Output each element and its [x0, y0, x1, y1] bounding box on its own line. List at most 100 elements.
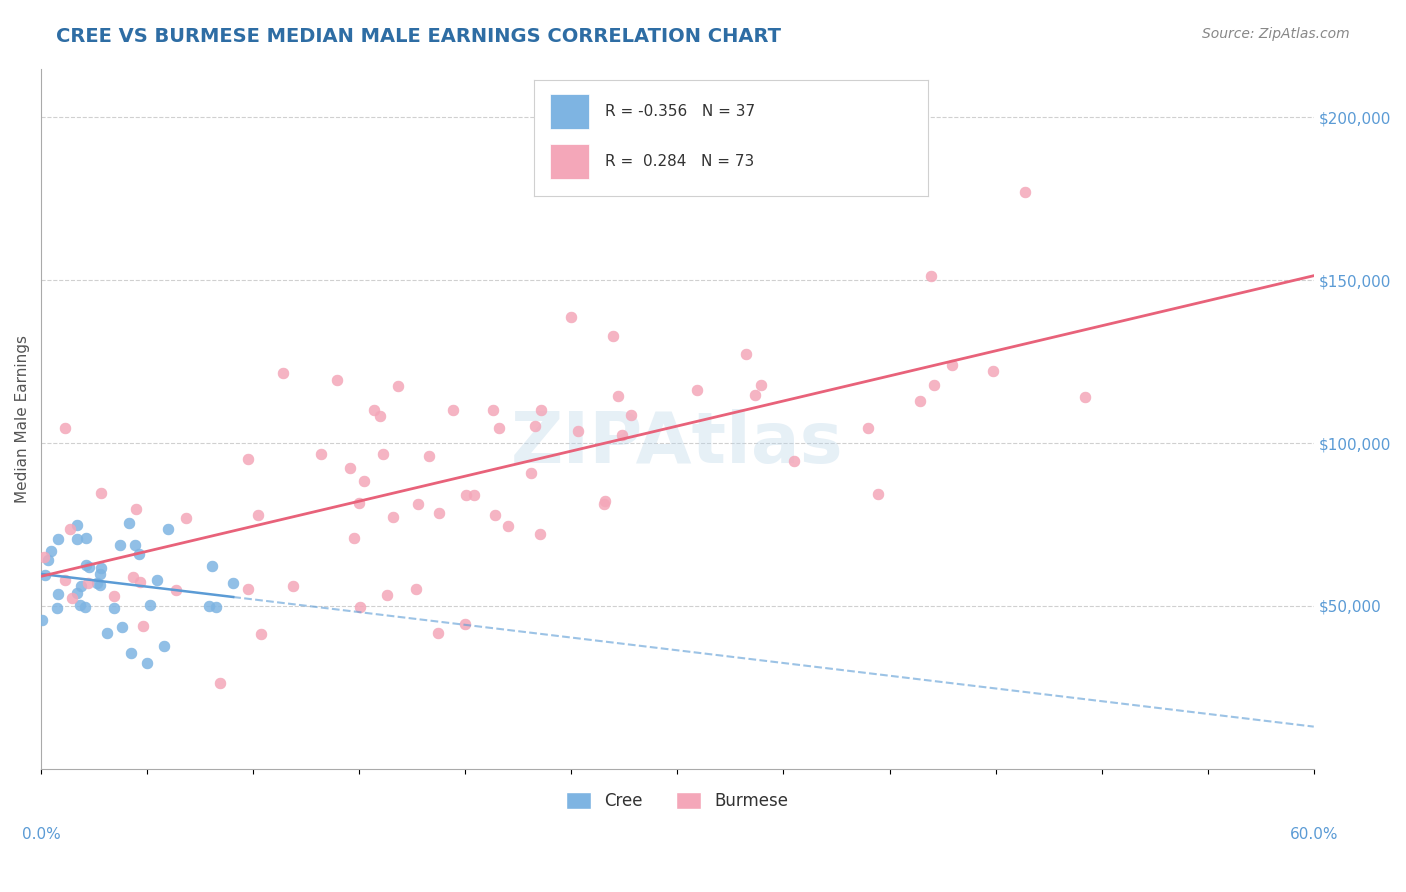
Point: [124, 538, 146, 552]
Text: CREE VS BURMESE MEDIAN MALE EARNINGS CORRELATION CHART: CREE VS BURMESE MEDIAN MALE EARNINGS COR…: [56, 27, 782, 45]
Point: [153, 640, 176, 654]
Point: [858, 421, 880, 435]
Point: [610, 428, 633, 442]
Point: [31, 613, 53, 627]
Point: [363, 402, 385, 417]
Point: [117, 516, 139, 530]
Point: [353, 474, 375, 488]
Point: [981, 364, 1004, 378]
Point: [326, 373, 349, 387]
Point: [1074, 390, 1097, 404]
Point: [236, 452, 259, 467]
Point: [75, 558, 97, 573]
Point: [103, 590, 125, 604]
Point: [120, 646, 142, 660]
Point: [454, 487, 477, 501]
Point: [90, 561, 112, 575]
Point: [281, 579, 304, 593]
Point: [406, 497, 429, 511]
Point: [523, 419, 546, 434]
Point: [145, 573, 167, 587]
Point: [519, 466, 541, 480]
Point: [910, 394, 932, 409]
Point: [60, 591, 83, 605]
Point: [111, 619, 134, 633]
Point: [222, 575, 245, 590]
Point: [89, 578, 111, 592]
Text: R = -0.356   N = 37: R = -0.356 N = 37: [605, 104, 755, 120]
Point: [371, 447, 394, 461]
Point: [75, 531, 97, 545]
Text: 60.0%: 60.0%: [1289, 828, 1339, 842]
Point: [125, 502, 148, 516]
Point: [69, 578, 91, 592]
Point: [205, 599, 228, 614]
Point: [368, 409, 391, 424]
Point: [488, 421, 510, 435]
Point: [236, 582, 259, 597]
Point: [136, 656, 159, 670]
Point: [418, 449, 440, 463]
Point: [382, 509, 405, 524]
Point: [59, 522, 82, 536]
Point: [75, 599, 97, 614]
FancyBboxPatch shape: [550, 95, 589, 129]
Point: [249, 627, 271, 641]
Point: [45, 601, 67, 615]
Point: [377, 588, 399, 602]
Point: [201, 558, 224, 573]
Point: [69, 598, 91, 612]
Point: [426, 626, 449, 640]
Point: [941, 358, 963, 372]
Point: [309, 447, 332, 461]
Point: [34, 568, 56, 582]
Point: [592, 497, 614, 511]
Point: [66, 586, 89, 600]
Point: [602, 328, 624, 343]
Text: Source: ZipAtlas.com: Source: ZipAtlas.com: [1202, 27, 1350, 41]
Point: [271, 366, 294, 380]
Point: [749, 377, 772, 392]
Point: [342, 531, 364, 545]
Point: [735, 347, 758, 361]
Point: [339, 461, 361, 475]
Point: [405, 582, 427, 596]
Text: 0.0%: 0.0%: [21, 828, 60, 842]
Text: R =  0.284   N = 73: R = 0.284 N = 73: [605, 154, 755, 169]
Point: [66, 517, 89, 532]
Point: [156, 522, 179, 536]
Point: [89, 566, 111, 581]
Point: [921, 268, 943, 283]
Point: [530, 403, 553, 417]
Point: [463, 487, 485, 501]
Point: [620, 408, 643, 422]
Point: [90, 485, 112, 500]
Point: [1014, 185, 1036, 199]
Point: [77, 559, 100, 574]
Point: [496, 519, 519, 533]
Point: [96, 626, 118, 640]
Point: [868, 487, 890, 501]
Point: [922, 378, 945, 392]
Point: [53, 421, 76, 435]
Point: [66, 532, 89, 546]
Point: [686, 383, 709, 397]
Point: [246, 508, 269, 523]
Point: [128, 547, 150, 561]
Point: [482, 403, 505, 417]
Point: [484, 508, 506, 523]
Point: [783, 454, 806, 468]
Point: [34, 550, 56, 565]
Point: [454, 616, 477, 631]
Point: [53, 574, 76, 588]
FancyBboxPatch shape: [550, 144, 589, 178]
Point: [347, 496, 370, 510]
Point: [560, 310, 582, 325]
Point: [349, 600, 371, 615]
Point: [427, 506, 450, 520]
Point: [46, 587, 69, 601]
Point: [387, 378, 409, 392]
Point: [208, 676, 231, 690]
Point: [529, 527, 551, 541]
Point: [77, 576, 100, 591]
